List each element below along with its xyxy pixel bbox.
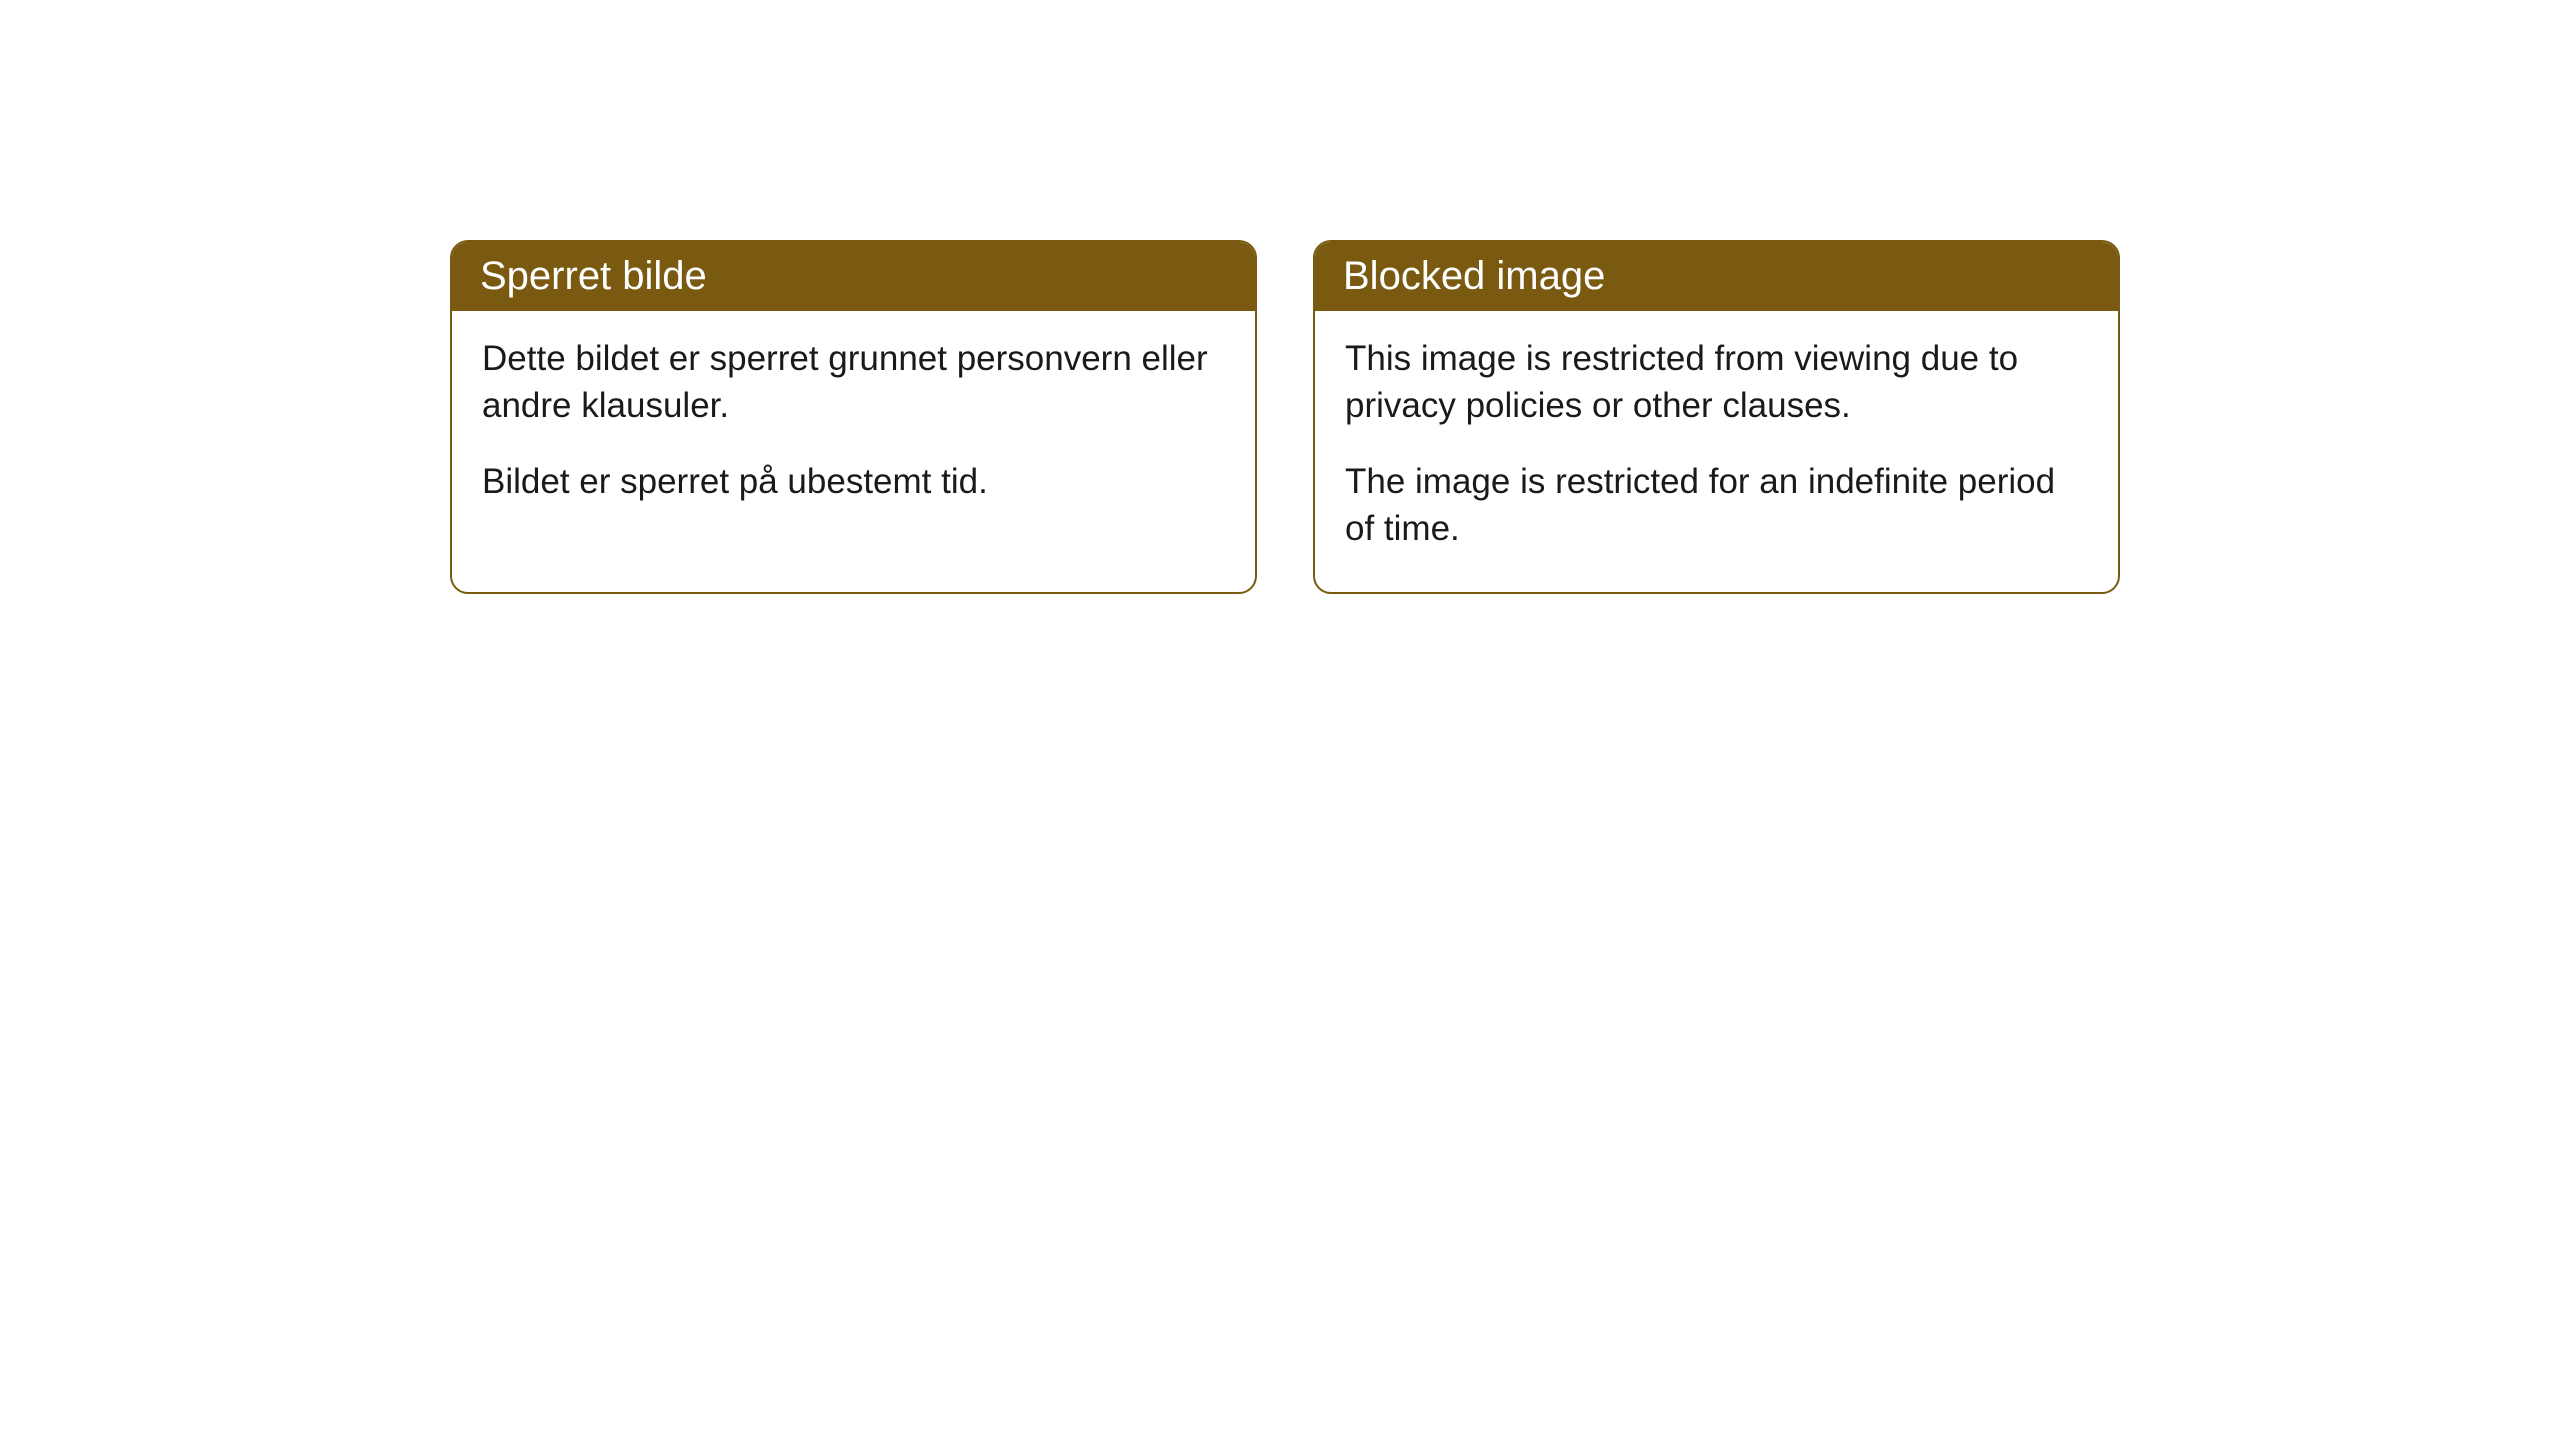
blocked-image-card-english: Blocked image This image is restricted f…	[1313, 240, 2120, 594]
notice-cards-container: Sperret bilde Dette bildet er sperret gr…	[450, 240, 2560, 594]
card-paragraph-1: Dette bildet er sperret grunnet personve…	[482, 335, 1225, 430]
blocked-image-card-norwegian: Sperret bilde Dette bildet er sperret gr…	[450, 240, 1257, 594]
card-body-norwegian: Dette bildet er sperret grunnet personve…	[452, 311, 1255, 545]
card-title: Sperret bilde	[480, 254, 707, 298]
card-paragraph-2: The image is restricted for an indefinit…	[1345, 458, 2088, 553]
card-paragraph-2: Bildet er sperret på ubestemt tid.	[482, 458, 1225, 505]
card-header-english: Blocked image	[1315, 242, 2118, 311]
card-body-english: This image is restricted from viewing du…	[1315, 311, 2118, 592]
card-paragraph-1: This image is restricted from viewing du…	[1345, 335, 2088, 430]
card-header-norwegian: Sperret bilde	[452, 242, 1255, 311]
card-title: Blocked image	[1343, 254, 1605, 298]
